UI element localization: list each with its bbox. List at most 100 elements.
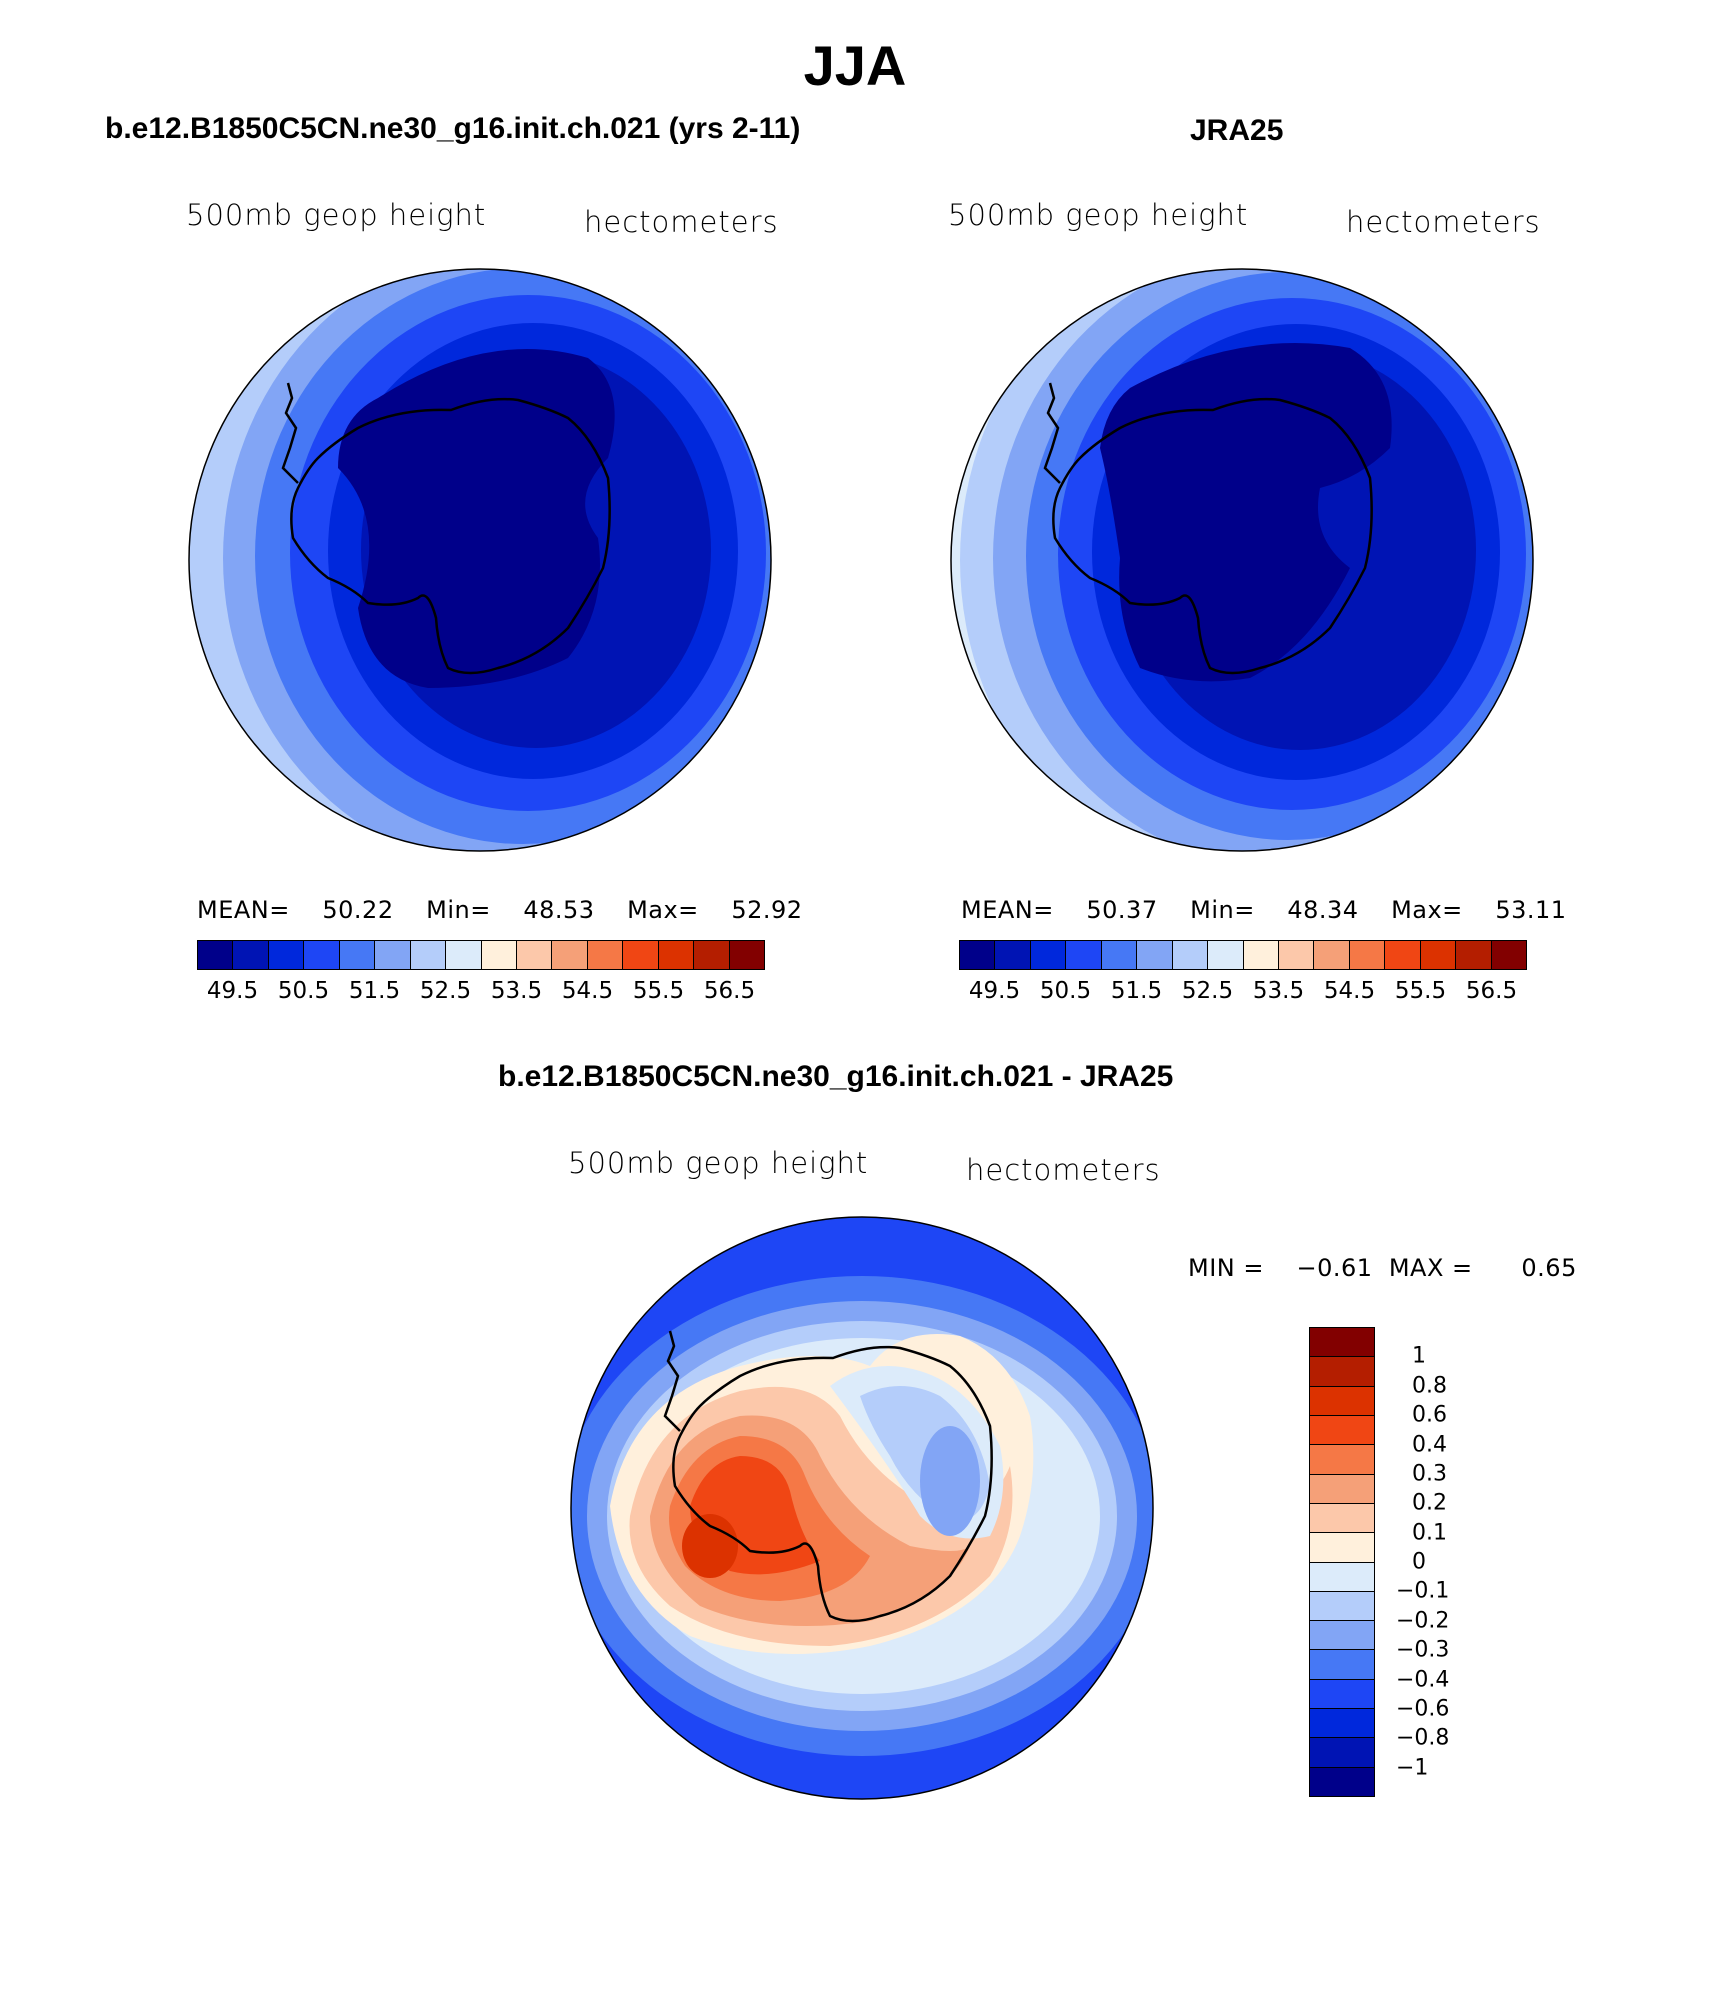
panel-reanalysis-stats: MEAN= 50.37 Min= 48.34 Max= 53.11 [961,896,1567,924]
stat-mean-value: 50.22 [322,896,394,924]
colorbar-difference-ticks: 1 0.8 0.6 0.4 0.3 0.2 0.1 0 −0.1 −0.2 −0.3 −0.4 −0.6… [1396,1327,1476,1797]
colorbar-swatch [1310,1474,1374,1504]
colorbar-swatch [233,941,269,969]
figure-title: JJA [803,34,907,97]
colorbar-tick-label: 0.4 [1412,1432,1447,1457]
colorbar-swatch [1310,1415,1374,1446]
colorbar-tick-label: 53.5 [1252,978,1305,1004]
colorbar-swatch [1310,1621,1374,1651]
colorbar-swatch [410,941,447,969]
colorbar-reanalysis [959,940,1527,970]
stat-mean-label: MEAN= [961,896,1054,924]
colorbar-swatch [339,941,376,969]
stat-min-label: Min= [1190,896,1255,924]
colorbar-swatch [268,941,305,969]
colorbar-swatch [1310,1591,1374,1622]
colorbar-swatch [1243,941,1279,969]
colorbar-tick-label: −0.4 [1396,1667,1450,1692]
colorbar-swatch [960,941,996,969]
colorbar-tick-label: −0.6 [1396,1696,1450,1722]
polar-map-difference [570,1216,1154,1800]
colorbar-tick-label: 0 [1412,1549,1426,1575]
colorbar-tick-label: −0.1 [1396,1578,1450,1604]
colorbar-tick-label: 50.5 [1039,978,1092,1004]
colorbar-tick-label: 51.5 [1110,978,1163,1004]
colorbar-tick-label: 50.5 [277,978,330,1004]
stat-min-label: MIN = [1188,1254,1264,1282]
colorbar-swatch [304,941,340,969]
colorbar-swatch [658,941,695,969]
colorbar-swatch [1385,941,1421,969]
stat-mean-value: 50.37 [1086,896,1158,924]
colorbar-tick-label: 55.5 [632,978,685,1004]
panel-reanalysis-field-label: 500mb geop height [948,198,1249,232]
stat-min-value: 48.34 [1287,896,1359,924]
colorbar-swatch [1491,941,1526,969]
colorbar-tick-label: 54.5 [1323,978,1376,1004]
colorbar-tick-label: 52.5 [1181,978,1234,1004]
colorbar-tick-label: −1 [1396,1755,1429,1781]
stat-min-value: 48.53 [523,896,595,924]
colorbar-swatch [1310,1328,1374,1358]
colorbar-tick-label: 52.5 [419,978,472,1004]
colorbar-tick-label: 0.6 [1412,1402,1447,1428]
colorbar-swatch [1310,1709,1374,1739]
panel-title-model: b.e12.B1850C5CN.ne30_g16.init.ch.021 (yr… [105,112,801,145]
colorbar-tick-label: 51.5 [348,978,401,1004]
colorbar-swatch [1310,1357,1374,1387]
colorbar-tick-label: 49.5 [968,978,1021,1004]
colorbar-swatch [1172,941,1209,969]
colorbar-tick-label: 55.5 [1394,978,1447,1004]
stat-max-value: 0.65 [1521,1254,1577,1282]
colorbar-tick-label: 0.3 [1412,1461,1447,1487]
panel-model-field-label: 500mb geop height [186,198,487,232]
colorbar-tick-label: 56.5 [1465,978,1518,1004]
panel-difference-units-label: hectometers [966,1153,1161,1187]
stat-max-label: Max= [1391,896,1463,924]
colorbar-swatch [375,941,411,969]
colorbar-reanalysis-ticks: 49.5 50.5 51.5 52.5 53.5 54.5 55.5 56.5 [959,978,1527,1008]
colorbar-swatch [1310,1650,1374,1680]
colorbar-swatch [1278,941,1315,969]
colorbar-swatch [623,941,659,969]
colorbar-tick-label: 56.5 [703,978,756,1004]
colorbar-difference [1309,1327,1375,1797]
colorbar-swatch [1310,1533,1374,1563]
stat-min-label: Min= [426,896,491,924]
colorbar-tick-label: 0.1 [1412,1520,1447,1546]
colorbar-swatch [729,941,764,969]
panel-model-stats: MEAN= 50.22 Min= 48.53 Max= 52.92 [197,896,803,924]
panel-title-difference: b.e12.B1850C5CN.ne30_g16.init.ch.021 - J… [498,1060,1174,1093]
colorbar-swatch [1137,941,1173,969]
stat-max-label: MAX = [1388,1254,1473,1282]
colorbar-swatch [1456,941,1492,969]
colorbar-tick-label: −0.3 [1396,1637,1450,1663]
stat-min-value: −0.61 [1296,1254,1373,1282]
colorbar-swatch [552,941,588,969]
colorbar-tick-label: −0.8 [1396,1725,1450,1751]
panel-difference-field-label: 500mb geop height [568,1146,869,1180]
colorbar-swatch [516,941,553,969]
colorbar-swatch [481,941,517,969]
colorbar-tick-label: 54.5 [561,978,614,1004]
panel-difference-stats: MIN = −0.61 MAX = 0.65 [1188,1254,1577,1282]
colorbar-swatch [1030,941,1067,969]
panel-title-reanalysis: JRA25 [1190,114,1284,147]
colorbar-swatch [1310,1767,1374,1796]
polar-map-model [188,268,772,852]
colorbar-tick-label: 1 [1412,1343,1426,1369]
colorbar-swatch [1349,941,1386,969]
colorbar-swatch [694,941,730,969]
colorbar-swatch [1310,1503,1374,1534]
polar-map-reanalysis [950,268,1534,852]
colorbar-swatch [995,941,1031,969]
colorbar-tick-label: 0.8 [1412,1373,1447,1399]
panel-model-units-label: hectometers [584,205,779,239]
colorbar-swatch [1310,1386,1374,1416]
colorbar-swatch [1310,1679,1374,1710]
colorbar-swatch [1314,941,1350,969]
colorbar-tick-label: −0.2 [1396,1608,1450,1634]
stat-max-value: 52.92 [731,896,803,924]
colorbar-swatch [1310,1738,1374,1768]
colorbar-swatch [1420,941,1457,969]
